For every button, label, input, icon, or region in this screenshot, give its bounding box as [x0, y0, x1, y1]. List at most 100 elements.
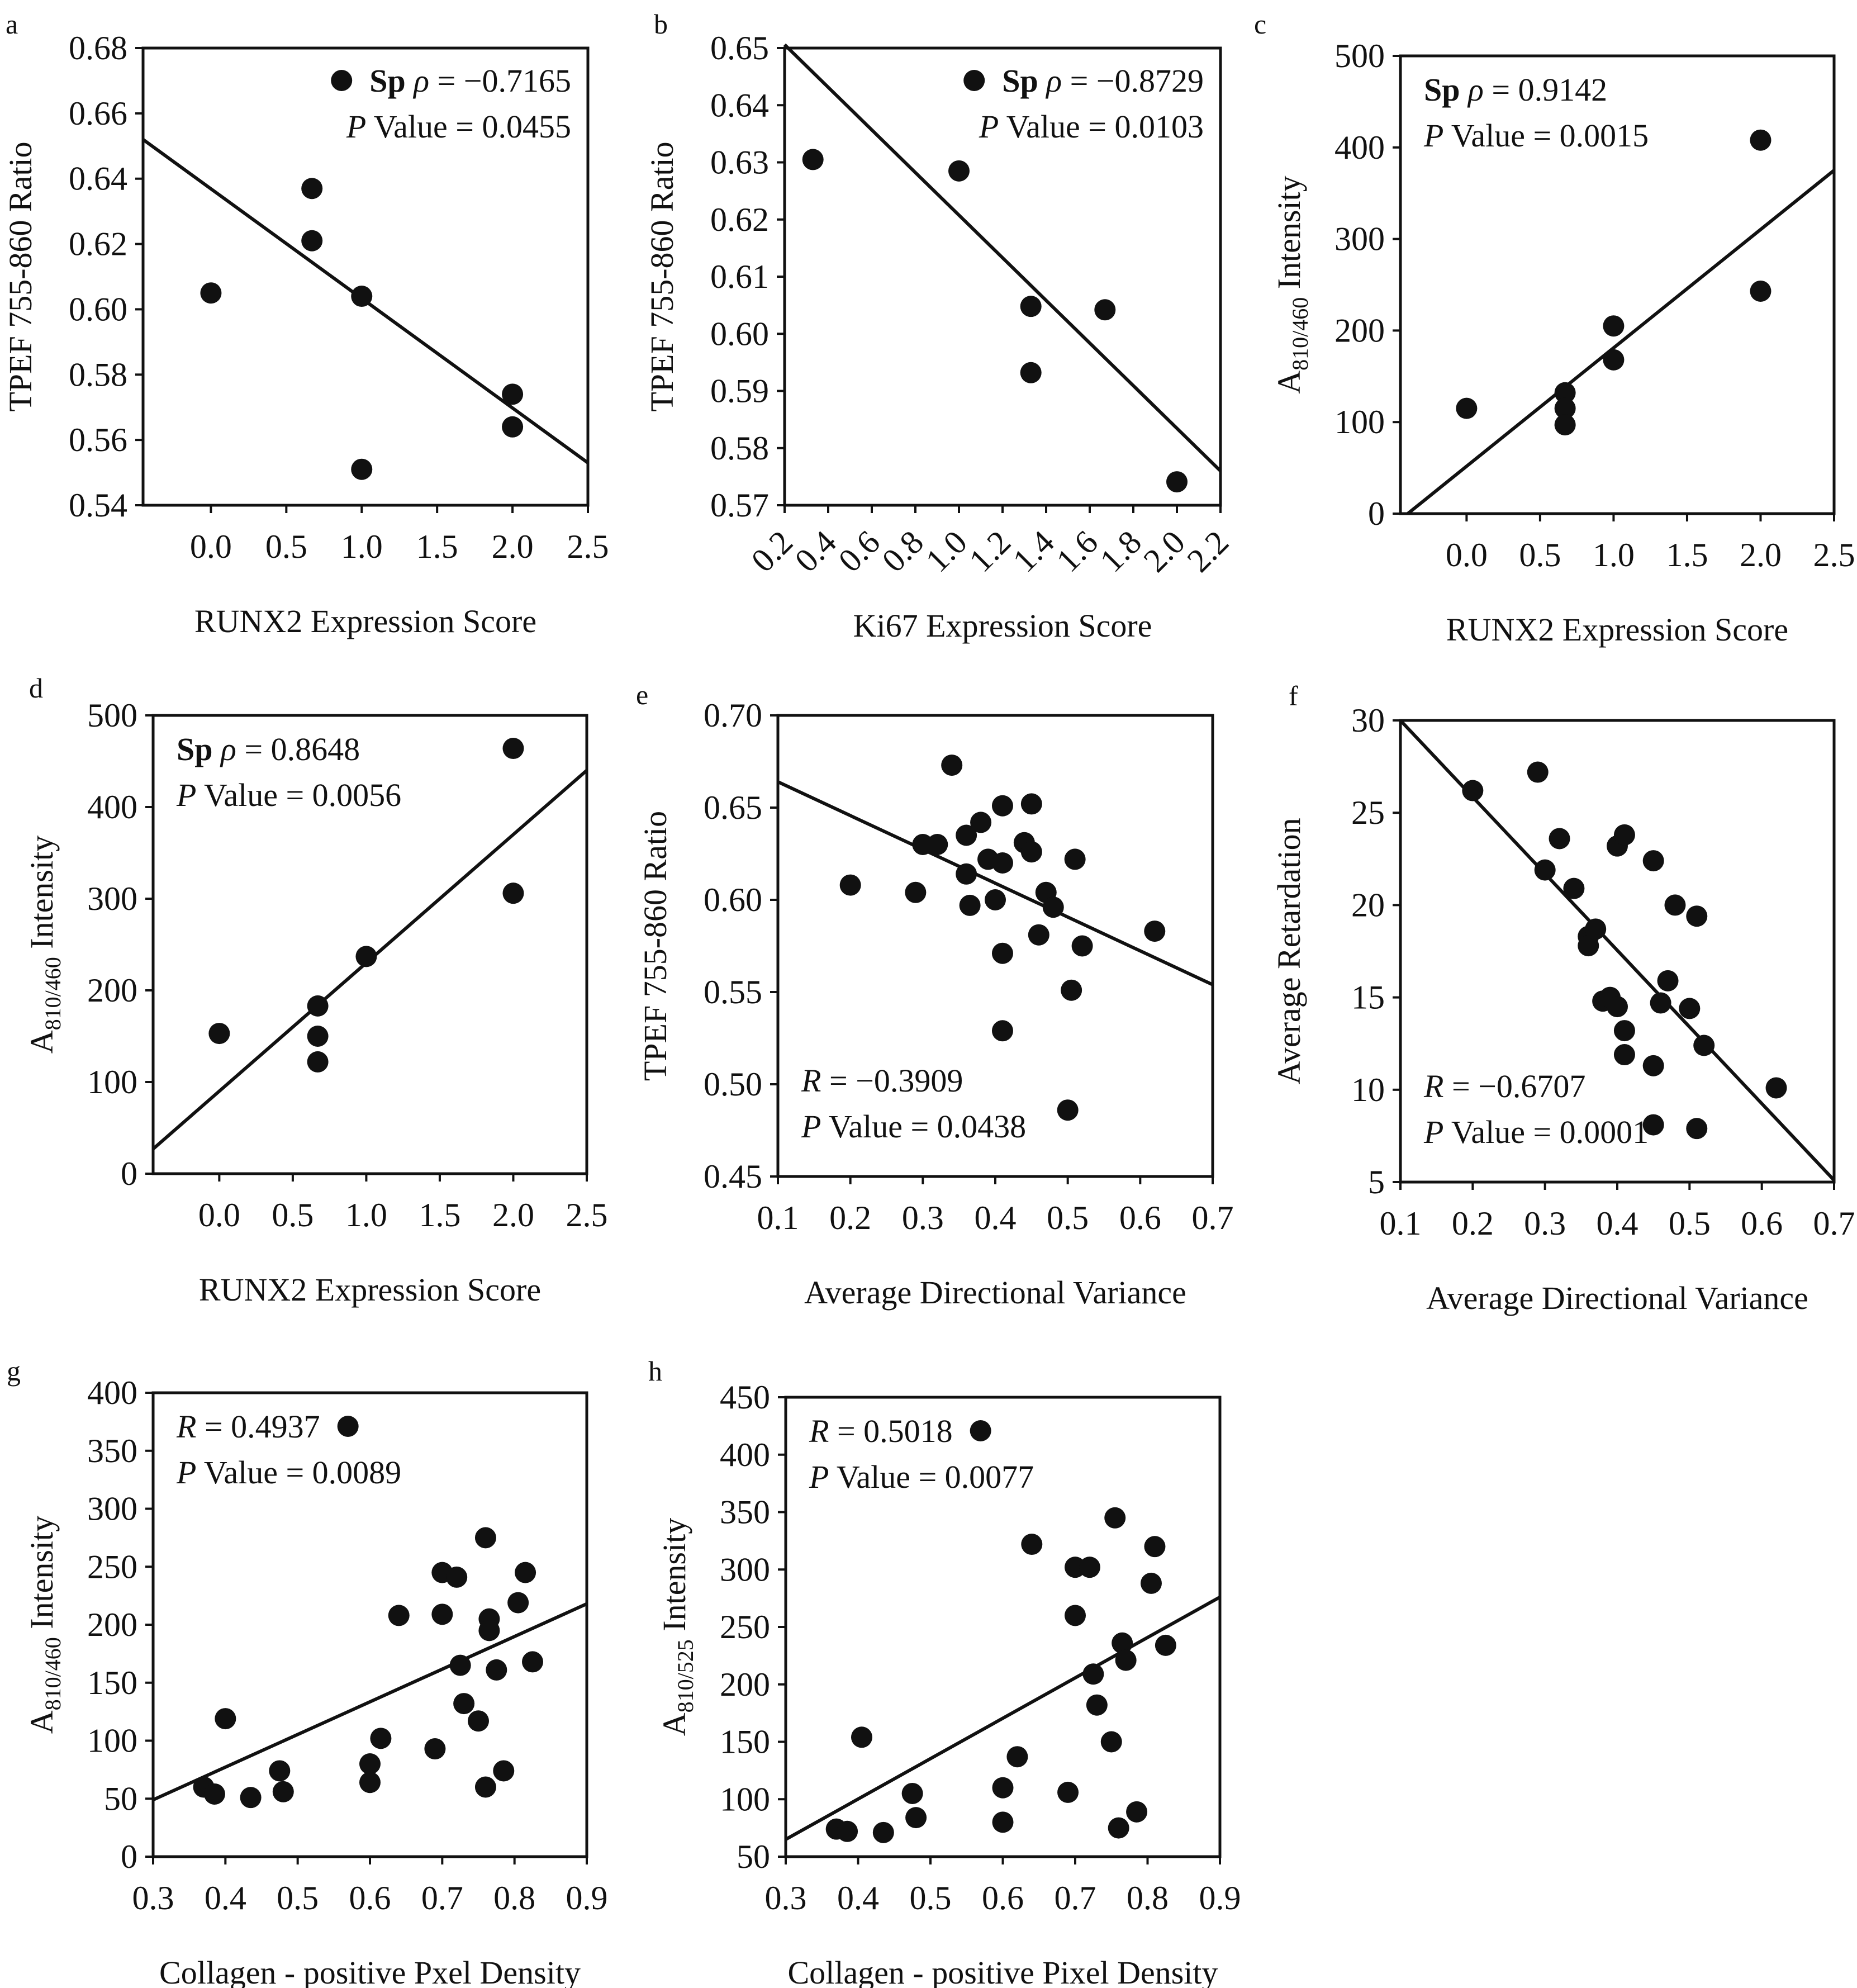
data-point — [1020, 793, 1042, 815]
data-point — [1462, 780, 1484, 801]
data-point — [359, 1753, 381, 1775]
data-point — [203, 1783, 225, 1805]
y-tick-label: 0 — [1368, 495, 1385, 532]
panel-letter: f — [1289, 680, 1298, 711]
data-point — [927, 834, 948, 855]
data-point — [200, 282, 222, 304]
annotation-line-2: P Value = 0.0056 — [176, 777, 401, 813]
y-tick-label: 0 — [121, 1155, 137, 1192]
y-tick-label: 200 — [1334, 312, 1385, 349]
y-tick-label: 250 — [720, 1609, 770, 1645]
data-point — [1657, 970, 1679, 991]
data-point — [1115, 1649, 1137, 1671]
data-point — [1020, 362, 1042, 383]
x-axis-label: Ki67 Expression Score — [853, 608, 1152, 644]
data-point — [351, 458, 373, 480]
data-point — [1126, 1801, 1148, 1823]
x-axis-label: RUNX2 Expression Score — [194, 603, 536, 639]
data-point — [307, 995, 329, 1017]
y-axis-label: A810/460 Intensity — [1271, 175, 1313, 394]
data-point — [1144, 921, 1166, 942]
data-point — [1057, 1781, 1079, 1803]
chart-panel-g: g 0.3 0.4 0.5 0.6 0.7 0.8 0.9 0 50 100 150 200 250 300… — [7, 1355, 608, 1988]
data-point — [522, 1651, 543, 1673]
chart-panel-e: e 0.1 0.2 0.3 0.4 0.5 0.6 0.7 0.45 0.50 0.55 0.60 0.… — [636, 679, 1234, 1311]
x-tick-label: 0.8 — [1127, 1880, 1169, 1916]
x-tick-label: 0.6 — [349, 1880, 391, 1916]
data-point — [1021, 1534, 1043, 1555]
data-point — [1140, 1572, 1162, 1594]
y-tick-label: 0.56 — [69, 421, 127, 458]
data-point — [1534, 859, 1556, 881]
annotation-line-1: Sp ρ = 0.9142 — [1424, 72, 1607, 108]
data-point — [351, 286, 373, 307]
data-point — [1554, 414, 1576, 436]
data-point — [1650, 992, 1671, 1014]
regression-line — [785, 1595, 1221, 1841]
data-point — [1664, 894, 1686, 916]
x-tick-label: 0.5 — [265, 528, 307, 565]
x-axis-label: RUNX2 Expression Score — [1446, 611, 1788, 648]
x-tick-label: 0.7 — [1192, 1199, 1234, 1236]
data-point — [1607, 996, 1628, 1018]
annotation-line-2: P Value = 0.0438 — [801, 1108, 1026, 1145]
y-tick-label: 0.59 — [710, 373, 769, 410]
data-point — [1750, 129, 1771, 151]
panel-letter: d — [29, 672, 43, 704]
data-point — [453, 1693, 475, 1715]
data-point — [355, 946, 377, 967]
data-point — [1603, 349, 1625, 371]
data-point — [992, 1811, 1014, 1833]
data-point — [269, 1760, 291, 1782]
y-tick-label: 300 — [720, 1551, 770, 1588]
annotation-line-1: Sp ρ = −0.7165 — [369, 63, 571, 99]
data-point — [991, 852, 1013, 874]
y-tick-label: 0.63 — [710, 144, 769, 181]
data-point — [1456, 397, 1478, 419]
data-point — [1642, 850, 1664, 872]
data-point — [493, 1760, 515, 1782]
y-tick-label: 350 — [720, 1494, 770, 1531]
data-point — [948, 160, 970, 182]
data-point — [1563, 877, 1585, 899]
x-axis-label: Average Directional Variance — [1426, 1280, 1808, 1316]
data-point — [956, 863, 977, 885]
data-point — [1686, 1118, 1708, 1140]
y-axis-label: TPEF 755-860 Ratio — [644, 141, 680, 411]
data-point — [370, 1728, 392, 1749]
y-tick-label: 300 — [1334, 221, 1385, 258]
data-point — [307, 1026, 329, 1047]
legend-marker — [963, 70, 985, 91]
x-tick-label: 0.3 — [765, 1880, 807, 1916]
data-point — [970, 812, 992, 833]
legend-marker — [970, 1420, 991, 1441]
y-tick-label: 0.50 — [704, 1066, 762, 1103]
y-tick-label: 10 — [1351, 1071, 1385, 1108]
y-tick-label: 200 — [87, 972, 137, 1009]
x-tick-label: 0.9 — [1199, 1880, 1241, 1916]
y-axis-label: A810/525 Intensity — [656, 1518, 698, 1736]
annotation-line-1: Sp ρ = 0.8648 — [177, 731, 360, 767]
annotation-line-1: R = −0.3909 — [801, 1062, 963, 1099]
data-point — [468, 1710, 489, 1732]
data-point — [1679, 998, 1701, 1019]
x-tick-label: 0.1 — [1380, 1205, 1422, 1242]
y-tick-label: 50 — [104, 1780, 137, 1817]
data-point — [991, 1020, 1013, 1042]
y-tick-label: 5 — [1368, 1164, 1385, 1201]
chart-panel-a: a 0.0 0.5 1.0 1.5 2.0 2.5 0.54 0.56 0.58 0.60 0.62 0… — [2, 8, 609, 639]
x-tick-label: 0.5 — [1519, 537, 1561, 573]
data-point — [1071, 935, 1093, 957]
y-tick-label: 300 — [87, 880, 137, 917]
x-tick-label: 2.0 — [492, 1197, 534, 1233]
data-point — [872, 1821, 894, 1843]
y-tick-label: 400 — [720, 1436, 770, 1473]
data-point — [1100, 1731, 1122, 1753]
x-tick-label: 0.6 — [1119, 1199, 1161, 1236]
y-tick-label: 150 — [720, 1724, 770, 1761]
x-tick-label: 1.0 — [345, 1197, 387, 1233]
y-tick-label: 30 — [1351, 702, 1385, 739]
data-point — [301, 230, 323, 252]
data-point — [486, 1659, 507, 1681]
y-tick-label: 0.66 — [69, 95, 127, 132]
